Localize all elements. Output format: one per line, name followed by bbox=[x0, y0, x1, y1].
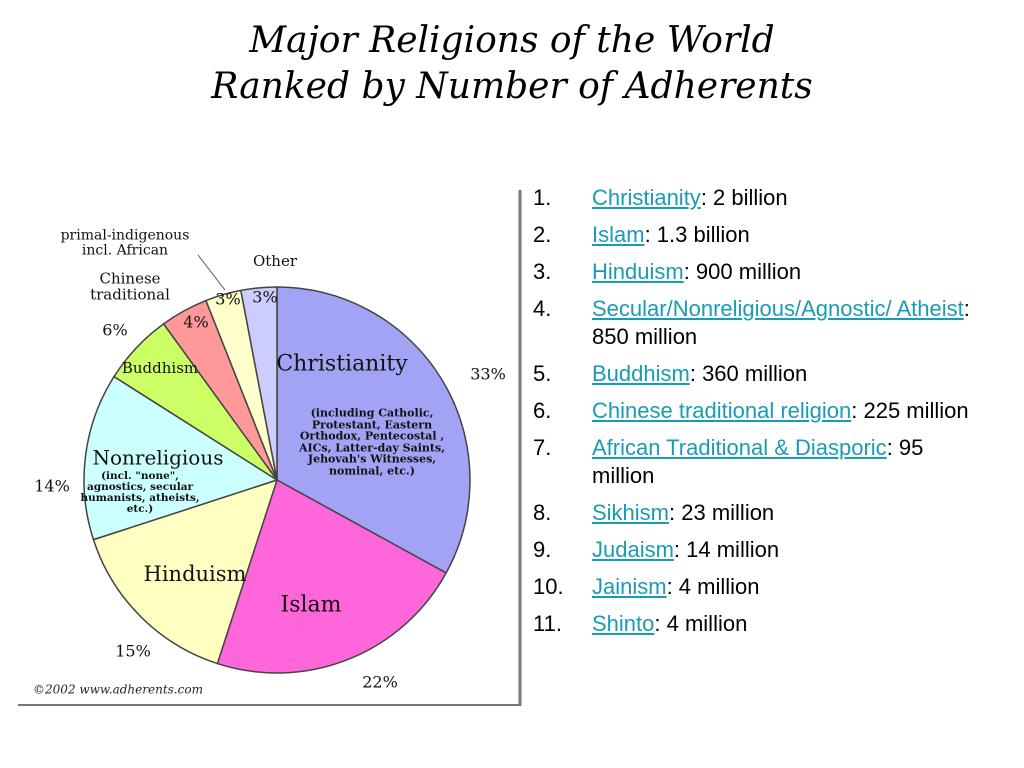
list-item: 5. Buddhism: 360 million bbox=[533, 360, 993, 388]
value-label: 15% bbox=[115, 641, 151, 661]
list-marker: 4. bbox=[533, 296, 552, 321]
list-marker: 10. bbox=[533, 574, 564, 599]
adherent-count: : 225 million bbox=[851, 398, 969, 423]
list-item: 3. Hinduism: 900 million bbox=[533, 258, 993, 286]
slice-label: Chinese traditional bbox=[90, 269, 170, 303]
list-text: Islam: 1.3 billion bbox=[592, 221, 982, 249]
religion-link[interactable]: Buddhism bbox=[592, 361, 690, 386]
slice-label: Christianity bbox=[276, 351, 408, 377]
adherent-count: : 95 million bbox=[592, 435, 924, 488]
list-marker: 6. bbox=[533, 398, 552, 423]
slice-label: Nonreligious bbox=[92, 445, 224, 470]
pie-slice bbox=[83, 375, 279, 541]
pie-slice bbox=[92, 478, 279, 665]
list-marker: 3. bbox=[533, 259, 552, 284]
adherent-count: : 900 million bbox=[683, 259, 802, 284]
list-item: 10. Jainism: 4 million bbox=[533, 573, 993, 601]
list-marker: 2. bbox=[533, 222, 552, 247]
adherent-count: : 1.3 billion bbox=[644, 222, 750, 247]
list-text: Shinto: 4 million bbox=[592, 610, 982, 638]
religion-link[interactable]: Chinese traditional religion bbox=[592, 398, 852, 423]
religion-link[interactable]: Judaism bbox=[592, 537, 674, 562]
slice-label: primal-indigenous incl. African bbox=[60, 227, 190, 258]
religion-link[interactable]: Islam bbox=[592, 222, 645, 247]
list-item: 2. Islam: 1.3 billion bbox=[533, 221, 993, 249]
list-marker: 7. bbox=[533, 435, 552, 460]
religion-link[interactable]: African Traditional & Diasporic bbox=[592, 435, 887, 460]
adherent-count: : 4 million bbox=[666, 574, 760, 599]
religion-link[interactable]: Sikhism bbox=[592, 500, 670, 525]
list-text: African Traditional & Diasporic: 95 mill… bbox=[592, 434, 982, 490]
annotation: (incl. "none", agnostics, secular humani… bbox=[80, 469, 200, 516]
pie-slice bbox=[276, 286, 471, 574]
list-text: Jainism: 4 million bbox=[592, 573, 982, 601]
leader-line bbox=[197, 254, 226, 291]
list-text: Chinese traditional religion: 225 millio… bbox=[592, 397, 982, 425]
list-item: 1. Christianity: 2 billion bbox=[533, 184, 993, 212]
list-text: Sikhism: 23 million bbox=[592, 499, 982, 527]
list-marker: 9. bbox=[533, 537, 552, 562]
slice-label: Buddhism bbox=[121, 359, 199, 378]
adherent-count: : 2 billion bbox=[700, 185, 788, 210]
list-item: 7. African Traditional & Diasporic: 95 mi… bbox=[533, 434, 993, 490]
adherent-count: : 14 million bbox=[673, 537, 780, 562]
list-item: 6. Chinese traditional religion: 225 mill… bbox=[533, 397, 993, 425]
value-label: 14% bbox=[34, 476, 70, 496]
list-item: 9. Judaism: 14 million bbox=[533, 536, 993, 564]
religion-link[interactable]: Shinto bbox=[592, 611, 655, 636]
credit: ©2002 www.adherents.com bbox=[33, 682, 203, 697]
list-text: Christianity: 2 billion bbox=[592, 184, 982, 212]
list-text: Hinduism: 900 million bbox=[592, 258, 982, 286]
slice-label: Islam bbox=[280, 592, 342, 618]
value-label: 22% bbox=[362, 672, 398, 692]
adherent-count: : 23 million bbox=[669, 500, 775, 525]
list-item: 4. Secular/Nonreligious/Agnostic/ Atheist… bbox=[533, 295, 993, 351]
list-text: Judaism: 14 million bbox=[592, 536, 982, 564]
title: Major Religions of the World Ranked by N… bbox=[0, 18, 1024, 110]
list-marker: 1. bbox=[533, 185, 552, 210]
slice-label: Other bbox=[252, 252, 298, 271]
religion-link[interactable]: Secular/Nonreligious/Agnostic/ Atheist bbox=[592, 296, 964, 321]
slice-label: Hinduism bbox=[143, 561, 247, 586]
annotation: (including Catholic, Protestant, Eastern… bbox=[298, 406, 446, 478]
list-item: 8. Sikhism: 23 million bbox=[533, 499, 993, 527]
list-item: 11. Shinto: 4 million bbox=[533, 610, 993, 638]
list-text: Secular/Nonreligious/Agnostic/ Atheist: … bbox=[592, 295, 982, 351]
title-line: Ranked by Number of Adherents bbox=[211, 66, 813, 107]
religion-link[interactable]: Christianity bbox=[592, 185, 701, 210]
adherent-count: : 4 million bbox=[654, 611, 748, 636]
religion-link[interactable]: Jainism bbox=[592, 574, 667, 599]
list-marker: 5. bbox=[533, 361, 552, 386]
adherent-count: : 850 million bbox=[592, 296, 970, 349]
value-label: 4% bbox=[183, 312, 209, 332]
value-label: 3% bbox=[252, 287, 278, 307]
religion-link[interactable]: Hinduism bbox=[592, 259, 684, 284]
list-text: Buddhism: 360 million bbox=[592, 360, 982, 388]
religion-list: 1. Christianity: 2 billion 2. Islam: 1.3 bi… bbox=[533, 184, 993, 647]
pie-slice bbox=[239, 286, 278, 481]
value-label: 3% bbox=[215, 289, 241, 309]
list-marker: 11. bbox=[533, 611, 562, 636]
value-label: 33% bbox=[470, 364, 506, 384]
pie-slice bbox=[216, 478, 448, 674]
adherent-count: : 360 million bbox=[689, 361, 808, 386]
list-marker: 8. bbox=[533, 500, 552, 525]
title-line: Major Religions of the World bbox=[249, 20, 775, 61]
value-label: 6% bbox=[102, 320, 128, 340]
